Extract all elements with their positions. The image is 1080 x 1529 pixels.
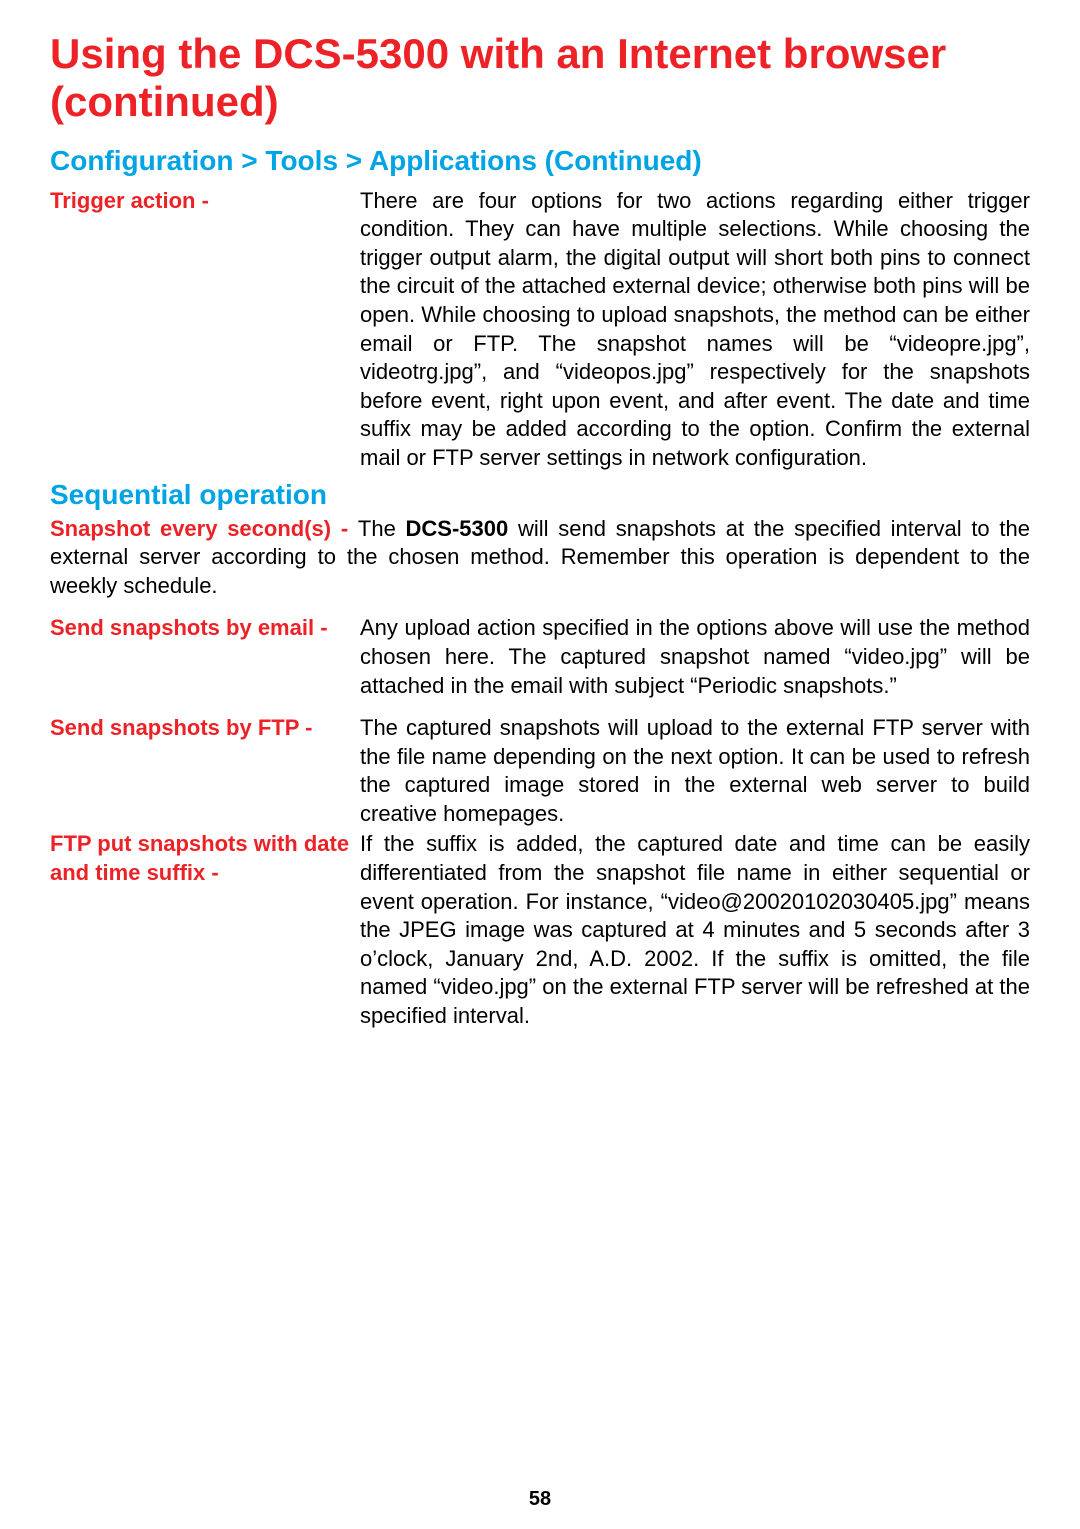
row-send-email: Send snapshots by email - Any upload act… [50, 614, 1030, 700]
row-trigger-action: Trigger action - There are four options … [50, 187, 1030, 473]
desc-trigger-action: There are four options for two actions r… [360, 187, 1030, 473]
desc-ftp-suffix: If the suffix is added, the captured dat… [360, 802, 1030, 1030]
desc-send-email: Any upload action specified in the optio… [360, 614, 1030, 700]
label-trigger-action: Trigger action - [50, 187, 360, 216]
row-snapshot-every: Snapshot every second(s) - The DCS-5300 … [50, 515, 1030, 601]
label-snapshot-every: Snapshot every second(s) - [50, 516, 358, 541]
page-title: Using the DCS-5300 with an Internet brow… [50, 30, 1030, 127]
row-ftp-suffix: FTP put snapshots with date and time suf… [50, 802, 1030, 1030]
desc-snapshot-every-bold: DCS-5300 [406, 516, 509, 541]
page-number: 58 [0, 1488, 1080, 1511]
desc-snapshot-every-pre: The [358, 516, 406, 541]
label-send-email: Send snapshots by email - [50, 614, 360, 643]
heading-sequential-operation: Sequential operation [50, 479, 1030, 511]
breadcrumb: Configuration > Tools > Applications (Co… [50, 145, 1030, 177]
label-ftp-suffix: FTP put snapshots with date and time suf… [50, 802, 360, 887]
label-send-ftp: Send snapshots by FTP - [50, 714, 360, 743]
